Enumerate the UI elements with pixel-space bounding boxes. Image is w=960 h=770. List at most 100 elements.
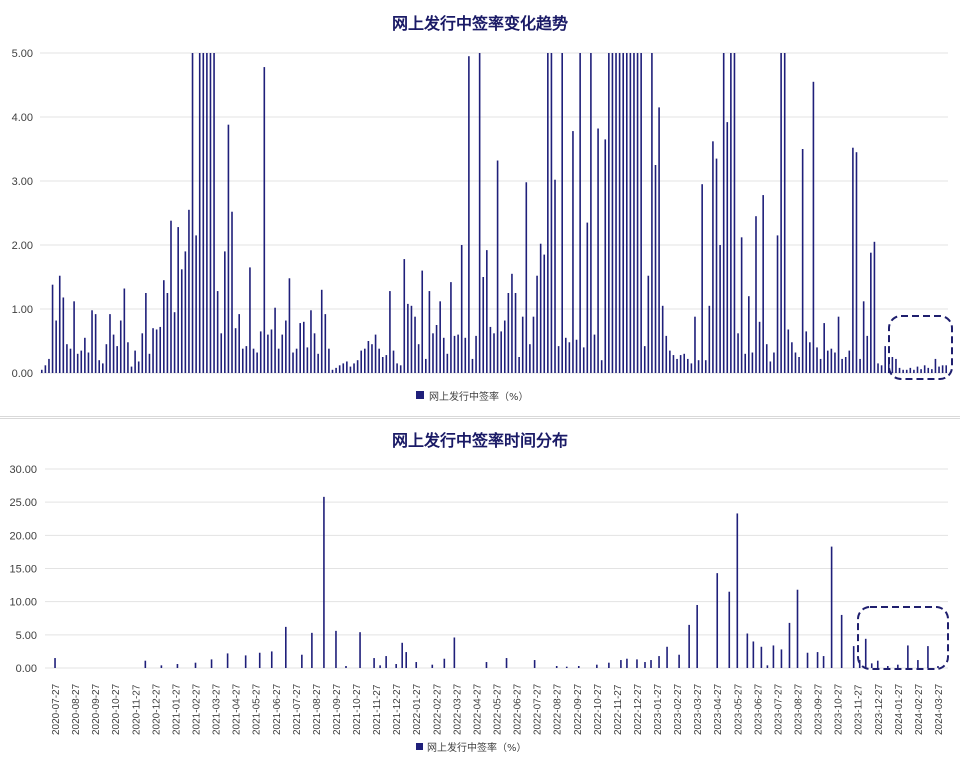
bar [245, 346, 248, 373]
bar [141, 333, 144, 373]
x-tick-label: 2022-05-27 [493, 683, 504, 735]
bar [938, 366, 940, 373]
y-tick-label: 25.00 [9, 497, 37, 509]
y-tick-label: 0.00 [16, 663, 37, 675]
bar [755, 216, 757, 373]
bar [198, 53, 201, 373]
bar [923, 365, 926, 373]
bar [877, 363, 879, 373]
bar [489, 326, 492, 373]
bar [425, 358, 427, 373]
bar [163, 280, 165, 373]
bar [651, 53, 653, 373]
bar [780, 649, 783, 668]
bar [511, 273, 513, 373]
bar [765, 344, 768, 373]
bar [417, 344, 420, 373]
bar [331, 369, 334, 373]
bar [715, 158, 718, 373]
bar [927, 367, 930, 373]
bar [704, 360, 707, 373]
bar [220, 333, 223, 373]
y-tick-label: 1.00 [12, 304, 33, 316]
bar [672, 355, 675, 373]
bar [66, 344, 68, 373]
bar [728, 591, 731, 668]
bar [346, 361, 348, 373]
bar [371, 344, 373, 373]
bar [80, 350, 83, 373]
x-tick-label: 2020-11-27 [131, 684, 142, 735]
bar [209, 53, 212, 373]
bar [385, 656, 387, 668]
bar [830, 546, 833, 668]
bar [557, 346, 560, 373]
bar [123, 288, 126, 373]
bar [496, 160, 499, 373]
bar [547, 53, 549, 373]
bar [650, 660, 652, 668]
bar [554, 179, 556, 373]
bar [324, 314, 327, 373]
y-tick-label: 0.00 [12, 368, 33, 380]
bar [401, 642, 403, 668]
bar [443, 658, 446, 668]
bar [180, 269, 183, 373]
bar [249, 267, 251, 373]
x-tick-label: 2020-12-27 [151, 683, 162, 735]
bar [195, 235, 197, 373]
bar [130, 366, 133, 373]
bar [622, 53, 625, 373]
bar [816, 347, 818, 373]
bar [170, 220, 172, 373]
bar [794, 352, 797, 373]
bar [335, 630, 337, 668]
bar [941, 365, 944, 373]
bar [184, 251, 187, 373]
bar [679, 355, 682, 373]
bar [848, 350, 851, 373]
bar [464, 337, 467, 373]
bar [934, 358, 937, 373]
x-tick-label: 2021-09-27 [332, 683, 343, 735]
bar [353, 363, 355, 373]
bar [87, 352, 90, 373]
low-value-highlight-box [888, 315, 953, 380]
x-tick-label: 2023-09-27 [814, 683, 825, 735]
bar [719, 245, 721, 373]
bar [112, 334, 115, 373]
bar [862, 301, 865, 373]
bar [844, 357, 847, 373]
bar [945, 365, 948, 373]
bar [274, 307, 276, 373]
bar [822, 656, 825, 668]
bar [654, 165, 657, 373]
bar [647, 275, 650, 373]
bar [116, 346, 118, 373]
bar [575, 339, 578, 373]
bar [600, 360, 603, 373]
bar [446, 353, 449, 373]
bar [737, 333, 739, 373]
bar [760, 646, 763, 668]
bar [840, 614, 843, 668]
y-tick-label: 5.00 [12, 48, 33, 60]
bar [373, 658, 375, 668]
bar [712, 141, 714, 373]
bar [155, 329, 158, 373]
bar [740, 237, 743, 373]
legend-label: 网上发行中签率（%） [429, 390, 529, 403]
x-tick-label: 2022-07-27 [533, 683, 544, 735]
bar [244, 655, 247, 668]
bar [210, 659, 213, 668]
bar [109, 314, 111, 373]
bar [586, 222, 589, 373]
distribution-chart-panel: 网上发行中签率时间分布 0.00 5.00 10.00 15.00 20.00 25.00… [0, 418, 960, 770]
bar [920, 369, 922, 373]
x-tick-label: 2021-12-27 [392, 683, 403, 735]
bar [306, 347, 309, 373]
bar [403, 259, 406, 373]
bar [460, 245, 463, 373]
bar [866, 335, 869, 373]
bar [608, 53, 610, 373]
